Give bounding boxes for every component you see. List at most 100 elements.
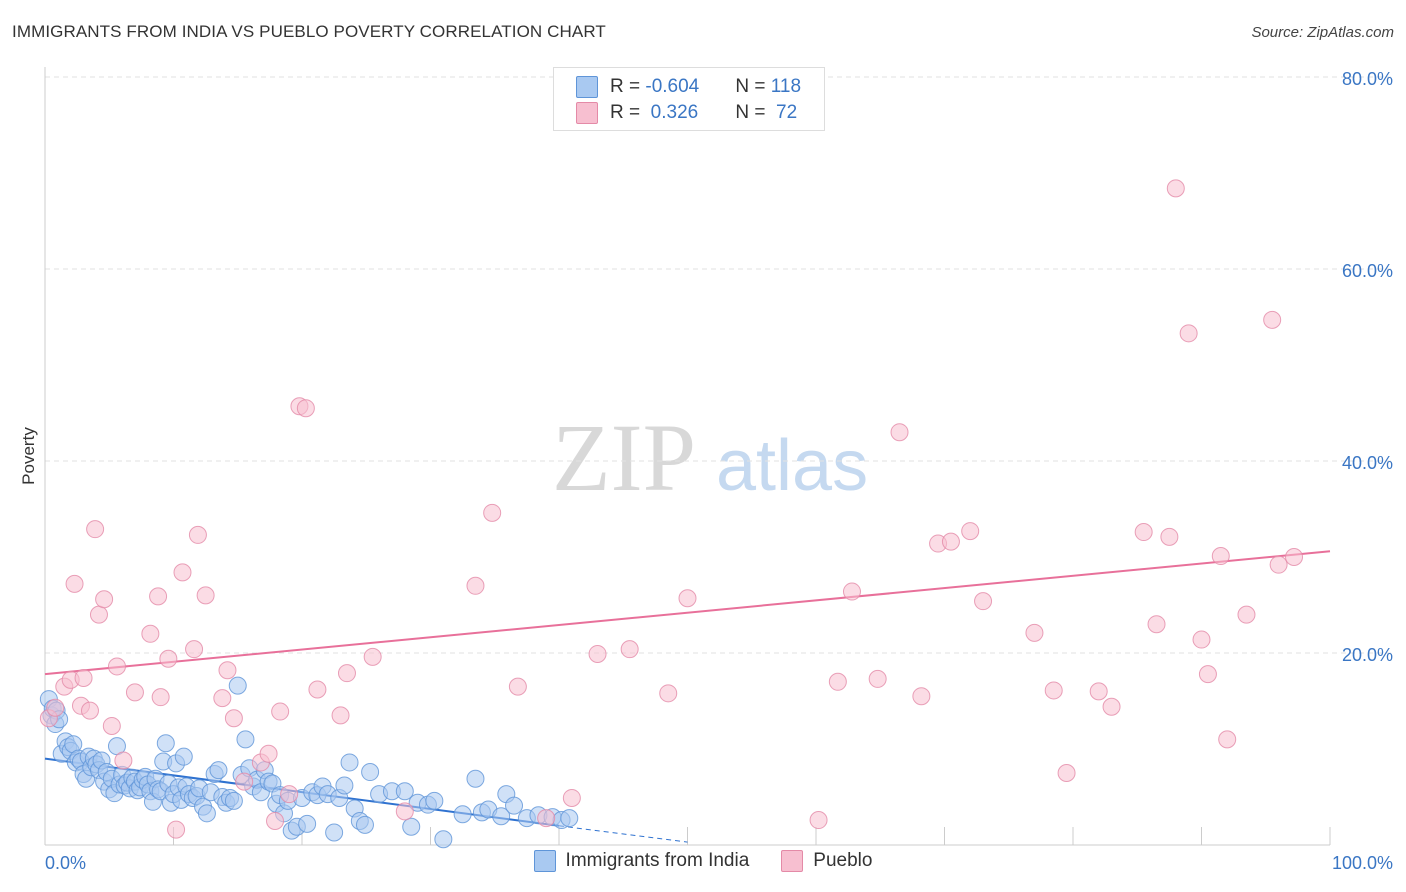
legend-swatch-india (576, 76, 598, 98)
y-axis-label: Poverty (19, 427, 38, 485)
data-point (74, 668, 93, 687)
data-point (1089, 682, 1108, 701)
data-point (141, 624, 160, 643)
gridlines (45, 76, 1393, 654)
data-point (1237, 605, 1256, 624)
y-tick-label: 60.0% (1342, 261, 1393, 281)
data-point (492, 807, 511, 826)
data-point (842, 582, 861, 601)
data-point (537, 809, 556, 828)
data-point (363, 647, 382, 666)
legend-n-label: N = (735, 102, 771, 123)
data-point (173, 563, 192, 582)
data-point (228, 676, 247, 695)
data-point (1211, 547, 1230, 566)
data-point (89, 605, 108, 624)
data-point (151, 688, 170, 707)
data-point (224, 709, 243, 728)
data-point (266, 812, 285, 830)
data-point (80, 701, 99, 720)
data-point (560, 809, 579, 828)
data-point (340, 753, 359, 772)
data-point (395, 802, 414, 821)
data-point (1147, 615, 1166, 634)
data-point (1285, 548, 1304, 566)
data-point (86, 520, 105, 539)
data-point (466, 769, 485, 788)
legend-n-value: 118 (770, 76, 802, 97)
y-tick-label: 20.0% (1342, 645, 1393, 665)
x-tick-label: 0.0% (45, 853, 86, 873)
data-point (1179, 324, 1198, 343)
data-point (1057, 764, 1076, 782)
watermark-atlas: atlas (716, 426, 868, 506)
data-point (188, 525, 207, 544)
data-point (331, 706, 350, 725)
data-point (271, 702, 290, 721)
data-point (46, 698, 65, 717)
series-label-india: Immigrants from India (565, 850, 750, 871)
data-point (659, 684, 678, 703)
data-point (1025, 623, 1044, 642)
series-swatch-pueblo (781, 850, 804, 872)
data-point (308, 680, 327, 699)
data-point (102, 716, 121, 735)
data-point (149, 587, 168, 606)
data-point (1269, 555, 1288, 574)
series-legend-india[interactable]: Immigrants from India (533, 850, 750, 872)
data-point (505, 796, 524, 815)
watermark-zip: ZIP (552, 404, 696, 511)
data-point (114, 751, 133, 770)
data-point (974, 592, 993, 611)
data-point (125, 683, 144, 702)
data-point (1166, 179, 1185, 198)
watermark: ZIP atlas (552, 404, 868, 511)
legend-n-value: 72 (770, 102, 798, 123)
data-point (197, 804, 216, 823)
data-point (196, 586, 215, 605)
data-point (95, 590, 114, 609)
data-point (325, 823, 344, 842)
data-point (280, 785, 299, 804)
data-point (209, 761, 228, 780)
data-point (395, 782, 414, 801)
data-point (1263, 310, 1282, 329)
series-legend-pueblo[interactable]: Pueblo (781, 850, 872, 872)
data-point (961, 522, 980, 541)
data-point (296, 399, 315, 418)
chart-title: IMMIGRANTS FROM INDIA VS PUEBLO POVERTY … (12, 22, 606, 41)
data-point (1134, 523, 1153, 542)
data-point (868, 669, 887, 688)
correlation-legend: R = -0.604 N = 118 R = 0.326 N = 72 (553, 67, 825, 131)
data-point (236, 730, 255, 749)
data-point (298, 814, 317, 833)
data-point (167, 820, 186, 839)
data-point (941, 532, 960, 551)
data-point (453, 805, 472, 824)
legend-n-label: N = (735, 76, 771, 97)
data-point (828, 672, 847, 691)
data-point (337, 664, 356, 683)
data-point (213, 689, 232, 708)
series-label-pueblo: Pueblo (813, 850, 873, 871)
data-point (425, 791, 444, 810)
data-point (483, 503, 502, 522)
legend-r-value: -0.604 (645, 76, 700, 97)
data-point (620, 640, 639, 659)
data-point (1102, 697, 1121, 716)
data-point (218, 661, 237, 680)
data-point (562, 788, 581, 807)
data-point (355, 815, 374, 834)
series-legend: Immigrants from India Pueblo (0, 850, 1406, 872)
data-point (1198, 665, 1217, 684)
data-point (1218, 730, 1237, 749)
data-point (159, 649, 178, 668)
data-point (185, 640, 204, 659)
data-point (678, 589, 697, 608)
data-point (466, 576, 485, 595)
data-point (508, 677, 527, 696)
source-label: Source: ZipAtlas.com (1251, 24, 1394, 41)
series-points-pueblo (39, 99, 1304, 839)
data-point (107, 657, 126, 676)
